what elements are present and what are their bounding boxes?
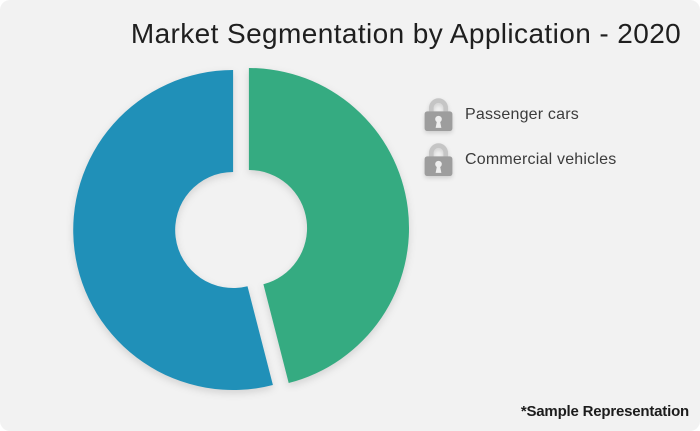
- chart-title: Market Segmentation by Application - 202…: [130, 18, 682, 49]
- legend: Passenger cars Commercial vehicles: [424, 97, 616, 177]
- lock-icon: [424, 98, 453, 131]
- donut-slice-0: [248, 67, 410, 383]
- lock-keyhole-stem: [435, 166, 442, 173]
- sample-representation-note: *Sample Representation: [520, 403, 689, 420]
- legend-label: Passenger cars: [465, 105, 579, 123]
- legend-item-commercial-vehicles: Commercial vehicles: [424, 142, 616, 177]
- lock-keyhole: [435, 115, 442, 123]
- donut-slice-1: [73, 70, 273, 390]
- lock-shackle: [428, 143, 449, 159]
- legend-item-passenger-cars: Passenger cars: [424, 97, 616, 132]
- lock-icon: [424, 143, 453, 176]
- lock-keyhole: [435, 160, 442, 168]
- lock-shackle: [428, 98, 449, 114]
- legend-label: Commercial vehicles: [465, 150, 617, 168]
- lock-keyhole-stem: [435, 121, 442, 128]
